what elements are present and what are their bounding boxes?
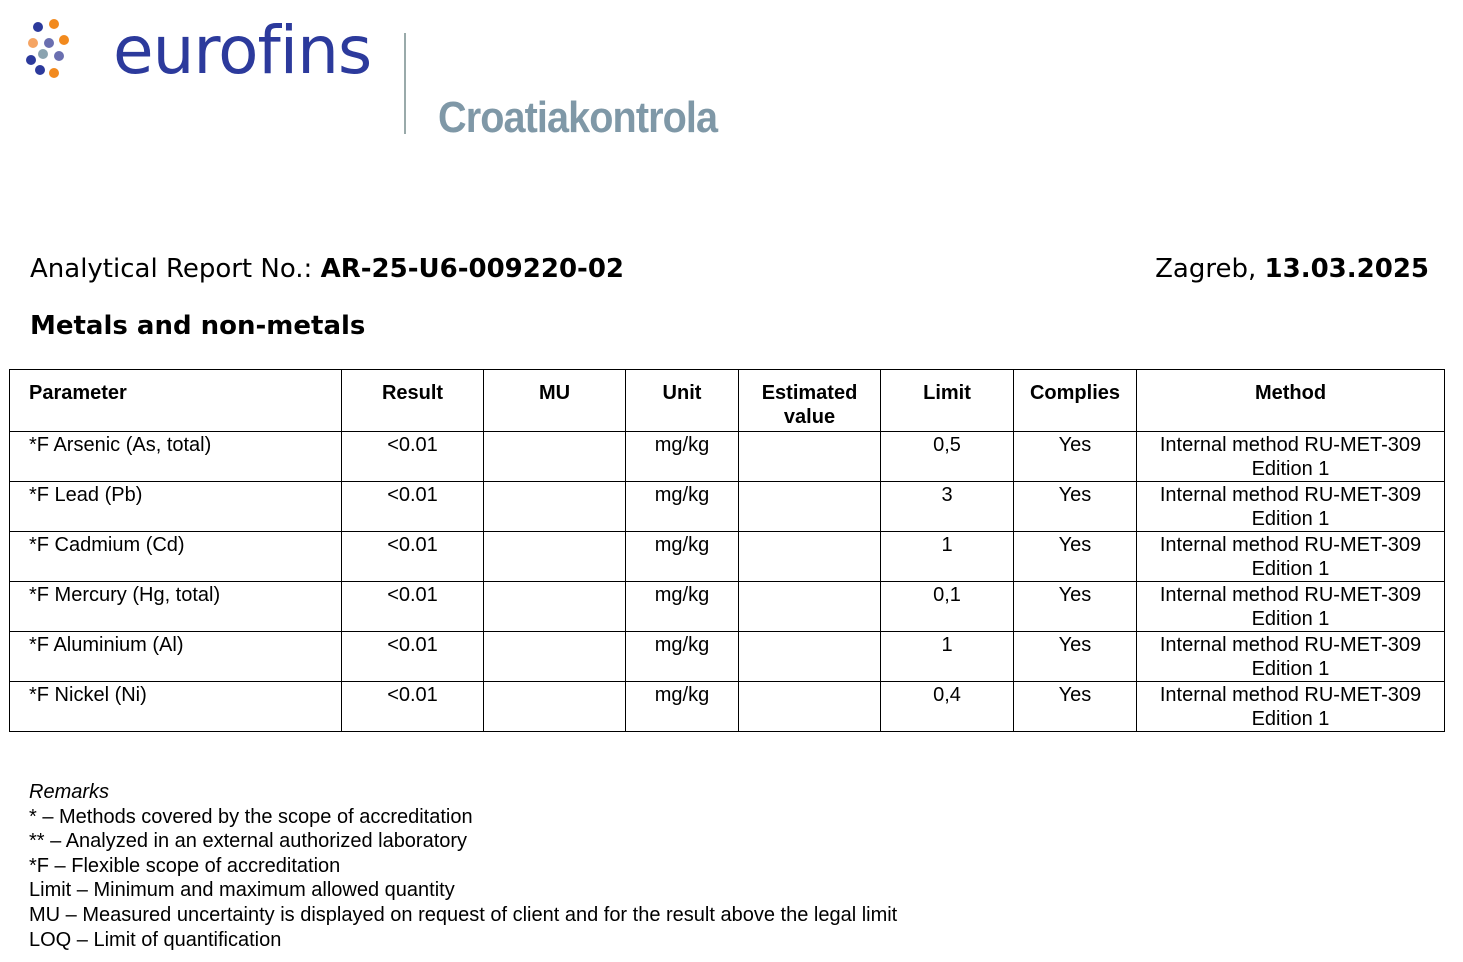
remark-line: *F – Flexible scope of accreditation (29, 854, 341, 877)
remark-line: ** – Analyzed in an external authorized … (29, 830, 468, 853)
cell-estimated (738, 481, 881, 532)
column-header-complies: Complies (1013, 369, 1137, 432)
logo-divider (404, 33, 406, 134)
cell-parameter: *F Mercury (Hg, total) (9, 581, 342, 632)
cell-limit: 0,5 (880, 431, 1014, 482)
cell-mu (483, 681, 626, 732)
cell-limit: 3 (880, 481, 1014, 532)
cell-result: <0.01 (341, 531, 484, 582)
column-header-unit: Unit (625, 369, 739, 432)
remark-line: MU – Measured uncertainty is displayed o… (29, 903, 898, 926)
cell-method: Internal method RU-MET-309 Edition 1 (1136, 531, 1445, 582)
cell-result: <0.01 (341, 431, 484, 482)
cell-unit: mg/kg (625, 581, 739, 632)
report-label: Analytical Report No.: (30, 254, 313, 284)
subsidiary-logo-text: Croatiakontrola (438, 93, 718, 142)
column-header-parameter: Parameter (9, 369, 342, 432)
report-date-line: Zagreb, 13.03.2025 (1155, 254, 1429, 284)
cell-method: Internal method RU-MET-309 Edition 1 (1136, 481, 1445, 532)
cell-complies: Yes (1013, 481, 1137, 532)
table-row: *F Cadmium (Cd) <0.01 mg/kg 1 Yes Internal me… (9, 531, 1445, 582)
cell-parameter: *F Arsenic (As, total) (9, 431, 342, 482)
cell-mu (483, 631, 626, 682)
eurofins-logo-text: eurofins (113, 12, 372, 89)
cell-limit: 0,1 (880, 581, 1014, 632)
cell-result: <0.01 (341, 681, 484, 732)
cell-complies: Yes (1013, 581, 1137, 632)
cell-unit: mg/kg (625, 631, 739, 682)
report-city: Zagreb, (1155, 254, 1257, 284)
cell-estimated (738, 431, 881, 482)
cell-method: Internal method RU-MET-309 Edition 1 (1136, 581, 1445, 632)
column-header-mu: MU (483, 369, 626, 432)
eurofins-logo-mark (26, 18, 100, 93)
cell-mu (483, 531, 626, 582)
cell-parameter: *F Cadmium (Cd) (9, 531, 342, 582)
table-row: *F Mercury (Hg, total) <0.01 mg/kg 0,1 Yes In… (9, 581, 1445, 632)
report-number: AR-25-U6-009220-02 (320, 254, 625, 284)
table-row: *F Nickel (Ni) <0.01 mg/kg 0,4 Yes Internal m… (9, 681, 1445, 732)
remark-line: * – Methods covered by the scope of accr… (29, 805, 473, 828)
cell-unit: mg/kg (625, 431, 739, 482)
section-title: Metals and non-metals (30, 311, 366, 341)
cell-parameter: *F Nickel (Ni) (9, 681, 342, 732)
cell-mu (483, 431, 626, 482)
cell-parameter: *F Aluminium (Al) (9, 631, 342, 682)
cell-limit: 1 (880, 631, 1014, 682)
table-row: *F Aluminium (Al) <0.01 mg/kg 1 Yes Internal … (9, 631, 1445, 682)
cell-result: <0.01 (341, 581, 484, 632)
cell-mu (483, 581, 626, 632)
cell-estimated (738, 631, 881, 682)
cell-unit: mg/kg (625, 481, 739, 532)
results-table: Parameter Result MU Unit Estimated value… (9, 369, 1445, 732)
cell-result: <0.01 (341, 481, 484, 532)
column-header-estimated-value: Estimated value (738, 369, 881, 432)
cell-unit: mg/kg (625, 531, 739, 582)
cell-complies: Yes (1013, 531, 1137, 582)
cell-method: Internal method RU-MET-309 Edition 1 (1136, 631, 1445, 682)
cell-complies: Yes (1013, 431, 1137, 482)
cell-complies: Yes (1013, 681, 1137, 732)
column-header-method: Method (1136, 369, 1445, 432)
remark-line: Limit – Minimum and maximum allowed quan… (29, 879, 455, 902)
cell-parameter: *F Lead (Pb) (9, 481, 342, 532)
table-row: *F Arsenic (As, total) <0.01 mg/kg 0,5 Yes In… (9, 431, 1445, 482)
cell-limit: 0,4 (880, 681, 1014, 732)
column-header-result: Result (341, 369, 484, 432)
report-date: 13.03.2025 (1264, 254, 1429, 284)
cell-result: <0.01 (341, 631, 484, 682)
cell-limit: 1 (880, 531, 1014, 582)
cell-complies: Yes (1013, 631, 1137, 682)
cell-mu (483, 481, 626, 532)
table-header-row: Parameter Result MU Unit Estimated value… (9, 369, 1445, 432)
remarks: Remarks * – Methods covered by the scope… (29, 780, 897, 952)
cell-unit: mg/kg (625, 681, 739, 732)
cell-estimated (738, 581, 881, 632)
cell-method: Internal method RU-MET-309 Edition 1 (1136, 681, 1445, 732)
remarks-title: Remarks (29, 781, 110, 803)
cell-method: Internal method RU-MET-309 Edition 1 (1136, 431, 1445, 482)
report-number-line: Analytical Report No.: AR-25-U6-009220-0… (30, 254, 624, 284)
column-header-limit: Limit (880, 369, 1014, 432)
table-row: *F Lead (Pb) <0.01 mg/kg 3 Yes Internal metho… (9, 481, 1445, 532)
cell-estimated (738, 681, 881, 732)
remark-line: LOQ – Limit of quantification (29, 928, 282, 951)
cell-estimated (738, 531, 881, 582)
